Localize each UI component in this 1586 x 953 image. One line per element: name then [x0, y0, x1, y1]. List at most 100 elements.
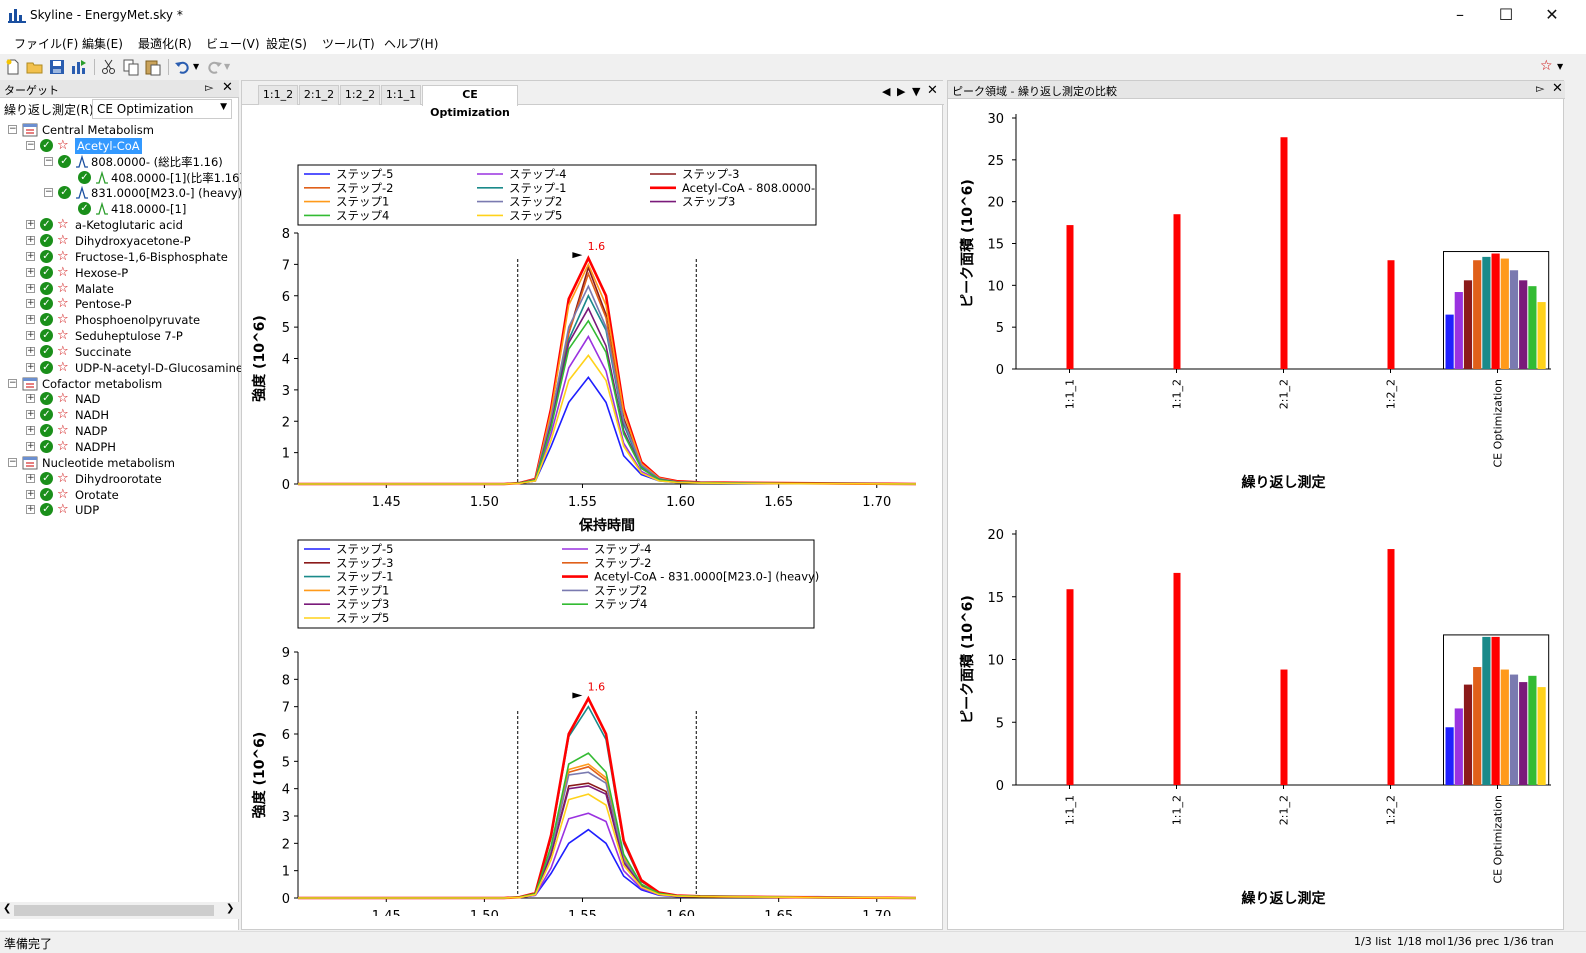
check-icon: ✓ [40, 424, 53, 438]
molecule-star-icon[interactable]: ☆ [1540, 58, 1553, 74]
expander-icon[interactable]: + [26, 282, 35, 293]
tab-prev-icon[interactable]: ◀ [882, 85, 891, 98]
replicate-select[interactable]: CE Optimization ▼ [92, 99, 232, 119]
expander-icon[interactable]: + [26, 298, 35, 309]
close-panel-icon[interactable]: ✕ [222, 80, 233, 95]
peak-area-chart-heavy[interactable]: 0 5 10 15 20 1:1_1 1:1_2 2:1_2 1:2_2 CE Optimizat… [948, 516, 1563, 916]
scrollbar-thumb[interactable] [14, 905, 214, 916]
tree-node-molecule[interactable]: + ✓ ☆ Succinate [0, 344, 239, 360]
horizontal-scrollbar[interactable]: ❮ ❯ [0, 902, 239, 919]
menu-file[interactable]: ファイル(F) [14, 37, 79, 51]
cut-icon[interactable] [100, 58, 118, 76]
tree-node-molecule[interactable]: + ✓ ☆ Malate [0, 281, 239, 297]
expander-icon[interactable]: + [26, 314, 35, 325]
tree-node-molecule[interactable]: + ✓ ☆ NADPH [0, 439, 239, 455]
expander-icon[interactable]: + [26, 250, 35, 261]
tree-node-group[interactable]: − Cofactor metabolism [0, 376, 239, 392]
tree-node-molecule[interactable]: + ✓ ☆ NADH [0, 407, 239, 423]
tree-node-molecule[interactable]: + ✓ ☆ NAD [0, 391, 239, 407]
publish-icon[interactable] [70, 58, 88, 76]
menu-tools[interactable]: ツール(T) [322, 37, 375, 51]
undo-dropdown-icon[interactable]: ▼ [193, 62, 200, 71]
expander-icon[interactable]: + [26, 488, 35, 499]
toolbar-dropdown-icon[interactable]: ▼ [1557, 62, 1564, 71]
paste-icon[interactable] [144, 58, 162, 76]
expander-icon[interactable]: − [44, 155, 53, 166]
targets-panel-header: ターゲット ▻ ✕ [0, 80, 239, 98]
tab-list-icon[interactable]: ▼ [912, 85, 921, 98]
expander-icon[interactable]: − [44, 187, 53, 198]
peak-area-chart-light[interactable]: 0 5 10 15 20 25 30 1:1_1 1:1_2 2:1_2 1:2_2 CE Optim… [948, 101, 1563, 501]
tree-node-molecule[interactable]: + ✓ ☆ UDP-N-acetyl-D-Glucosamine [0, 360, 243, 376]
tree-node-molecule[interactable]: + ✓ ☆ Hexose-P [0, 265, 239, 281]
tree-node-molecule[interactable]: + ✓ ☆ Pentose-P [0, 296, 239, 312]
tree-node-group[interactable]: − Nucleotide metabolism [0, 455, 239, 471]
tree-node-molecule[interactable]: + ✓ ☆ Dihydroorotate [0, 471, 239, 487]
expander-icon[interactable]: − [8, 124, 17, 134]
tree-node-molecule[interactable]: + ✓ ☆ Orotate [0, 487, 239, 503]
menu-help[interactable]: ヘルプ(H) [384, 37, 439, 51]
expander-icon[interactable]: + [26, 472, 35, 483]
tree-node-transition[interactable]: ✓ 418.0000-[1] [0, 201, 239, 217]
expander-icon[interactable]: + [26, 330, 35, 341]
pin-icon[interactable]: ▻ [205, 81, 214, 94]
expander-icon[interactable]: + [26, 266, 35, 277]
tab-next-icon[interactable]: ▶ [897, 85, 906, 98]
expander-icon[interactable]: − [8, 456, 17, 467]
minimize-button[interactable]: – [1456, 5, 1464, 24]
status-transition-count: 1/36 tran [1503, 935, 1554, 948]
expander-icon[interactable]: + [26, 425, 35, 436]
menu-view[interactable]: ビュー(V) [206, 37, 260, 51]
tree-node-label: Orotate [75, 487, 119, 502]
maximize-button[interactable]: ☐ [1498, 5, 1514, 24]
expander-icon[interactable]: − [8, 377, 17, 388]
expander-icon[interactable]: − [26, 139, 35, 150]
tab-ce-optimization[interactable]: CE Optimization [422, 85, 518, 119]
tree-node-molecule[interactable]: + ✓ ☆ Seduheptulose 7-P [0, 328, 239, 344]
expander-icon[interactable]: + [26, 234, 35, 245]
close-panel-icon[interactable]: ✕ [1552, 81, 1563, 96]
tree-node-molecule[interactable]: + ✓ ☆ Fructose-1,6-Bisphosphate [0, 249, 239, 265]
pin-icon[interactable]: ▻ [1536, 82, 1545, 95]
tree-node-molecule[interactable]: − ✓ ☆ Acetyl-CoA [0, 137, 239, 154]
menu-settings[interactable]: 設定(S) [266, 37, 307, 51]
tree-node-precursor[interactable]: − ✓ 831.0000[M23.0-] (heavy) [0, 185, 242, 201]
tree-node-precursor[interactable]: − ✓ 808.0000- (総比率1.16) [0, 154, 239, 170]
expander-icon[interactable]: + [26, 393, 35, 404]
menu-optimize[interactable]: 最適化(R) [138, 37, 192, 51]
copy-icon[interactable] [122, 58, 140, 76]
menu-edit[interactable]: 編集(E) [82, 37, 123, 51]
close-tab-icon[interactable]: ✕ [927, 83, 938, 98]
expander-icon[interactable]: + [26, 504, 35, 515]
tab-1-1-2[interactable]: 1:1_2 [258, 85, 298, 105]
expander-icon[interactable]: + [26, 361, 35, 372]
tree-node-group[interactable]: − Central Metabolism [0, 122, 239, 138]
tree-node-molecule[interactable]: + ✓ ☆ Dihydroxyacetone-P [0, 233, 239, 249]
chromatogram-heavy[interactable]: 01234567891.451.501.551.601.651.70保持時間強度… [242, 536, 942, 916]
expander-icon[interactable]: + [26, 345, 35, 356]
tab-2-1-2[interactable]: 2:1_2 [299, 85, 339, 105]
redo-icon[interactable] [205, 58, 223, 76]
molecule-icon: ☆ [57, 470, 69, 486]
tab-1-1-1[interactable]: 1:1_1 [381, 85, 421, 105]
save-icon[interactable] [48, 58, 66, 76]
tree-node-label: NAD [75, 392, 101, 407]
expander-icon[interactable]: + [26, 441, 35, 451]
tree-node-molecule[interactable]: + ✓ ☆ a-Ketoglutaric acid [0, 217, 239, 233]
tab-1-2-2[interactable]: 1:2_2 [340, 85, 380, 105]
scroll-right-icon[interactable]: ❯ [226, 903, 235, 914]
new-document-icon[interactable] [4, 58, 22, 76]
tree-node-molecule[interactable]: + ✓ ☆ NADP [0, 423, 239, 439]
close-window-button[interactable]: ✕ [1545, 5, 1559, 24]
undo-icon[interactable] [174, 58, 192, 76]
tree-node-transition[interactable]: ✓ 408.0000-[1](比率1.16) [0, 170, 244, 186]
open-folder-icon[interactable] [26, 58, 44, 76]
expander-icon[interactable]: + [26, 409, 35, 420]
scroll-left-icon[interactable]: ❮ [3, 903, 12, 914]
tree-node-molecule[interactable]: + ✓ ☆ Phosphoenolpyruvate [0, 312, 239, 328]
expander-icon[interactable]: + [26, 219, 35, 230]
chromatogram-light[interactable]: 0 1 2 3 4 5 6 7 8 1.45 1.50 1.55 1.60 1.65 1.70 保持時間 強度 … [242, 121, 942, 541]
tree-node-molecule[interactable]: + ✓ ☆ UDP [0, 502, 239, 518]
redo-dropdown-icon[interactable]: ▼ [224, 62, 231, 71]
legend-label: ステップ3 [682, 195, 735, 209]
